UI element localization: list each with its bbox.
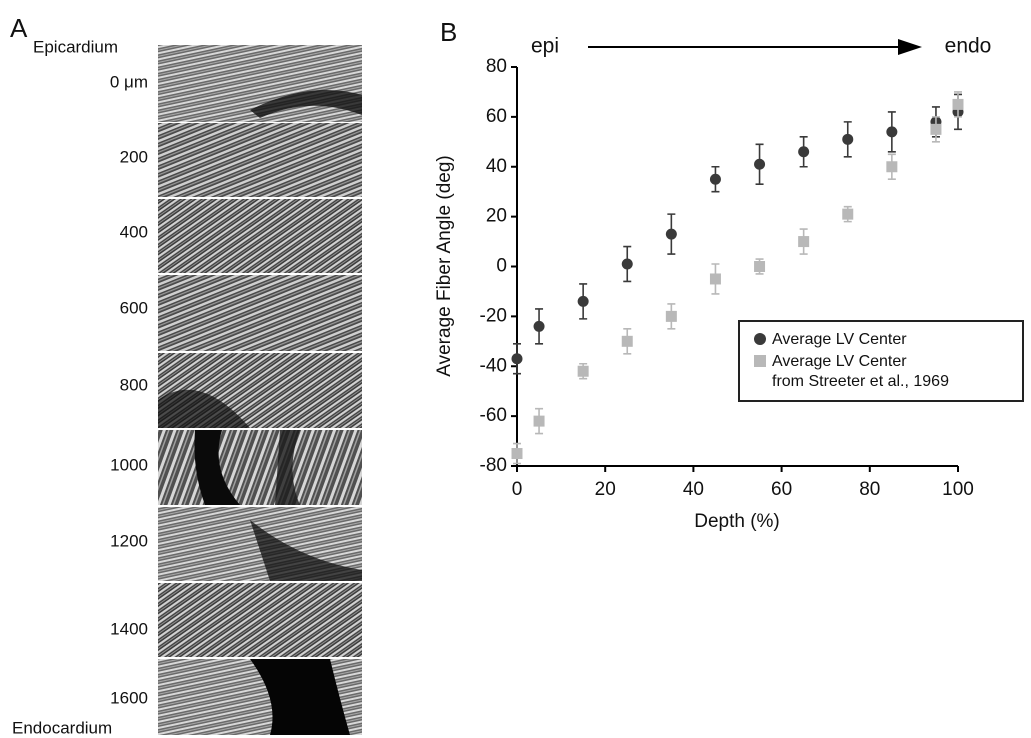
y-tick-label: 80 [486,56,507,77]
depth-label: 600 [120,298,148,317]
series [511,93,964,375]
point [511,448,523,460]
y-axis-label: Average Fiber Angle (deg) [434,155,455,376]
point [621,258,633,270]
legend-label: Average LV Center [772,331,907,348]
panel-label: B [440,17,457,47]
point [709,273,721,285]
point [665,310,677,322]
micrograph [158,123,362,197]
y-tick-label: -20 [480,305,507,326]
depth-label: 1400 [110,619,148,638]
point [665,228,677,240]
y-tick-label: 60 [486,106,507,127]
y-tick-label: 20 [486,206,507,227]
y-tick-label: 40 [486,156,507,177]
point [842,208,854,220]
panel-label: A [10,13,28,43]
bottom-label: Endocardium [12,718,112,737]
point [511,353,523,365]
legend-key [748,330,772,345]
legend: Average LV Center Average LV Center from … [738,320,1024,402]
y-tick-label: -60 [480,405,507,426]
legend-marker [754,333,766,345]
legend-entry: Average LV Center [748,330,1014,350]
point [798,236,810,248]
depth-label: 1600 [110,688,148,707]
point [577,295,589,307]
depth-label: 200 [120,147,148,166]
point [798,146,810,158]
legend-key [748,352,772,367]
x-tick-label: 20 [595,479,616,500]
point [621,335,633,347]
depth-labels: 0 μm 200 400 600 800 1000 1200 1400 1600 [110,72,148,707]
annotation: epi [531,35,559,58]
annotation: endo [945,35,992,58]
x-tick-label: 80 [859,479,880,500]
depth-label: 0 μm [110,72,148,91]
x-tick-label: 40 [683,479,704,500]
point [886,126,898,138]
x-tick-label: 100 [942,479,974,500]
point [952,98,964,110]
legend-entry: Average LV Center from Streeter et al., … [748,352,1014,392]
point [577,365,589,377]
legend-label: Average LV Center from Streeter et al., … [772,353,949,390]
depth-label: 800 [120,375,148,394]
y-tick-label: -80 [480,455,507,476]
micrograph-stack [158,45,362,735]
micrograph [158,430,362,505]
x-tick-label: 0 [512,479,523,500]
x-axis-label: Depth (%) [694,511,780,532]
micrograph [158,199,362,273]
arrow-head [898,39,922,55]
legend-marker [754,355,766,367]
x-tick-label: 60 [771,479,792,500]
point [886,161,898,173]
point [533,320,545,332]
top-label: Epicardium [33,37,118,56]
depth-label: 1200 [110,531,148,550]
point [754,158,766,170]
depth-label: 1000 [110,455,148,474]
micrograph [158,275,362,351]
y-tick-label: -40 [480,355,507,376]
series [511,91,964,465]
micrograph [158,583,362,657]
point [533,415,545,427]
depth-label: 400 [120,222,148,241]
point [754,261,766,272]
point [930,123,942,135]
y-tick-label: 0 [496,256,507,277]
point [709,173,721,185]
point [842,133,854,145]
